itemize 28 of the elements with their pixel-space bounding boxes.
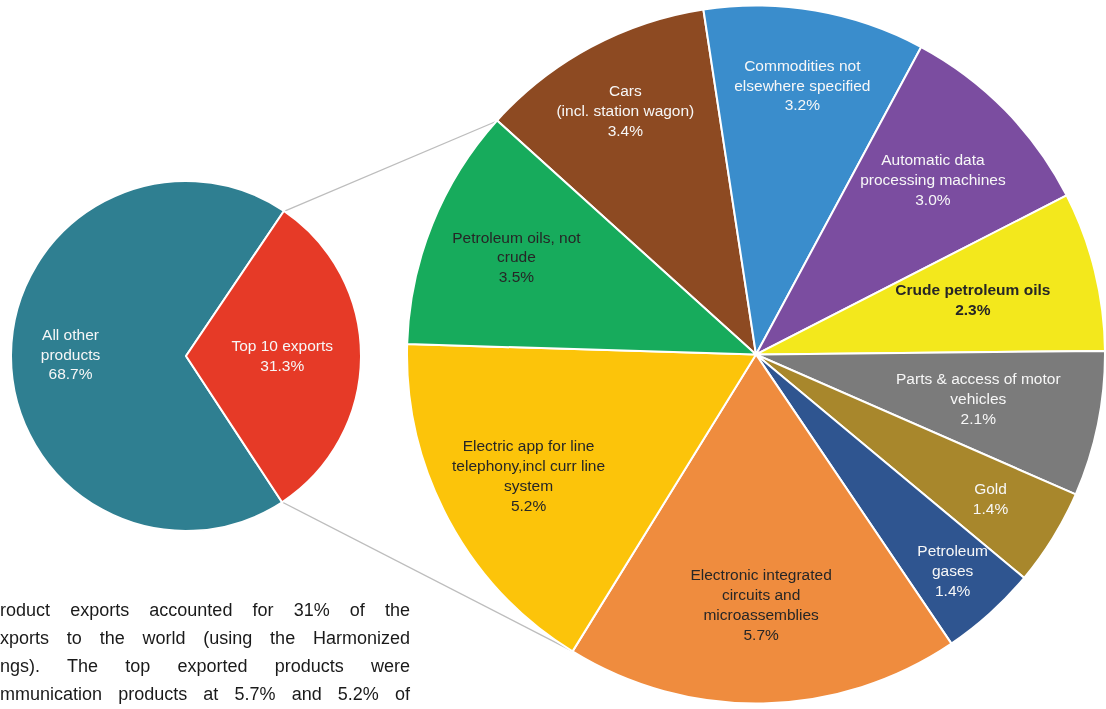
slice-label: Electric app for line telephony,incl curr line system xyxy=(452,437,606,495)
data-label: 2.3% xyxy=(955,301,991,319)
text: xports to the world (using the Harmonized xyxy=(0,627,410,650)
data-label: 3.4% xyxy=(607,121,644,139)
text: roduct exports accounted for 31% of the xyxy=(0,599,410,622)
data-label: 1.4% xyxy=(934,582,971,600)
data-label: 68.7% xyxy=(48,365,93,383)
slice-label: Commodities not elsewhere specified xyxy=(734,56,871,94)
data-label: 1.4% xyxy=(972,499,1009,517)
data-label: 5.2% xyxy=(510,496,547,514)
slice-label: Cars (incl. station wagon) xyxy=(556,82,695,119)
slice-label: Parts & access of motor vehicles xyxy=(896,370,1061,408)
data-label: 3.0% xyxy=(915,191,951,209)
slice-label: Top 10 exports xyxy=(231,336,334,354)
data-label: 2.1% xyxy=(960,409,997,427)
data-label: 3.5% xyxy=(498,268,535,286)
text: ngs). The top exported products were xyxy=(0,655,410,678)
data-label: 5.7% xyxy=(743,625,779,643)
slice-label: Gold xyxy=(974,479,1007,497)
slice-label: Electronic integrated circuits and microassemblies xyxy=(690,566,832,623)
data-label: 31.3% xyxy=(260,356,305,374)
slice-label: Automatic data processing machines xyxy=(860,151,1006,189)
slice-label: Crude petroleum oils xyxy=(895,281,1051,299)
slice-label: Petroleum gases xyxy=(917,542,988,580)
text: mmunication products at 5.7% and 5.2% of xyxy=(0,683,410,706)
slice-label: Petroleum oils, not crude xyxy=(452,228,582,266)
data-label: 3.2% xyxy=(784,96,821,114)
slice-label: All other products xyxy=(40,325,101,363)
